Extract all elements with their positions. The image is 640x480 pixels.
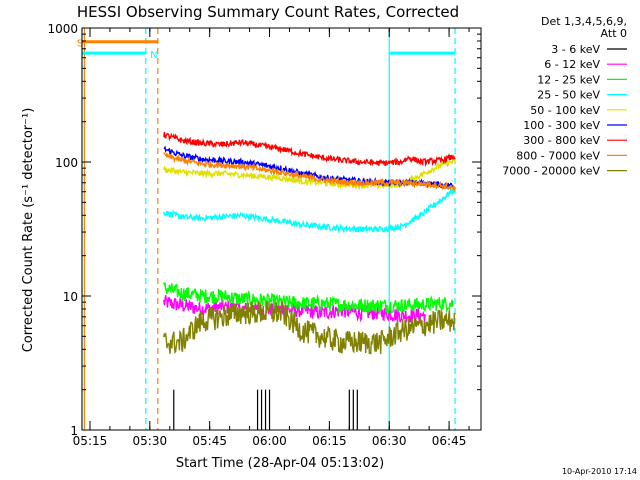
legend-label-7000-20000-kev: 7000 - 20000 keV bbox=[502, 165, 600, 178]
legend-label-800-7000-kev: 800 - 7000 keV bbox=[516, 149, 600, 162]
axes: 05:15 05:30 05:45 06:00 06:15 06:30 06:45 1 10 10… bbox=[47, 22, 482, 448]
series-line-6-12-kev bbox=[163, 295, 426, 325]
annotation-1: N bbox=[150, 50, 157, 61]
x-tick-label-5: 06:30 bbox=[372, 434, 407, 448]
legend-header-line-2: Att 0 bbox=[601, 27, 627, 40]
x-tick-label-1: 05:30 bbox=[133, 434, 168, 448]
x-tick-label-6: 06:45 bbox=[432, 434, 467, 448]
legend-label-50-100-kev: 50 - 100 keV bbox=[530, 104, 600, 117]
chart-title: HESSI Observing Summary Count Rates, Cor… bbox=[77, 3, 459, 21]
legend-label-6-12-kev: 6 - 12 keV bbox=[544, 58, 600, 71]
y-tick-label-2: 100 bbox=[55, 156, 78, 170]
y-tick-label-1: 10 bbox=[63, 290, 78, 304]
legend-label-3-6-kev: 3 - 6 keV bbox=[551, 43, 600, 56]
series-line-800-7000-kev bbox=[163, 152, 456, 193]
legend-label-300-800-kev: 300 - 800 keV bbox=[523, 134, 600, 147]
annotations: SN bbox=[77, 38, 158, 61]
series-line-12-25-kev bbox=[163, 282, 454, 315]
data-series bbox=[163, 131, 456, 355]
x-tick-label-0: 05:15 bbox=[73, 434, 108, 448]
legend-header-line-1: Det 1,3,4,5,6,9, bbox=[541, 15, 627, 28]
plot-frame bbox=[81, 27, 482, 431]
legend-label-25-50-kev: 25 - 50 keV bbox=[537, 89, 600, 102]
x-axis-label: Start Time (28-Apr-04 05:13:02) bbox=[176, 456, 384, 471]
black-bursts bbox=[173, 389, 358, 430]
legend-label-12-25-kev: 12 - 25 keV bbox=[537, 73, 600, 86]
legend-label-100-300-kev: 100 - 300 keV bbox=[523, 119, 600, 132]
saa-segments bbox=[82, 40, 456, 55]
series-line-25-50-kev bbox=[163, 186, 456, 234]
x-tick-label-3: 06:00 bbox=[252, 434, 287, 448]
x-tick-label-4: 06:15 bbox=[312, 434, 347, 448]
x-tick-label-2: 05:45 bbox=[192, 434, 227, 448]
annotation-0: S bbox=[77, 38, 83, 49]
legend: 3 - 6 keV 6 - 12 keV 12 - 25 keV 25 - 50 ke… bbox=[502, 43, 627, 178]
series-line-7000-20000-kev bbox=[163, 300, 456, 355]
footer-timestamp: 10-Apr-2010 17:14 bbox=[562, 467, 637, 476]
y-axis-label: Corrected Count Rate (s⁻¹ detector⁻¹) bbox=[21, 108, 36, 353]
y-tick-label-3: 1000 bbox=[47, 22, 78, 36]
series-line-300-800-kev bbox=[163, 131, 456, 168]
y-tick-label-0: 1 bbox=[70, 424, 78, 438]
